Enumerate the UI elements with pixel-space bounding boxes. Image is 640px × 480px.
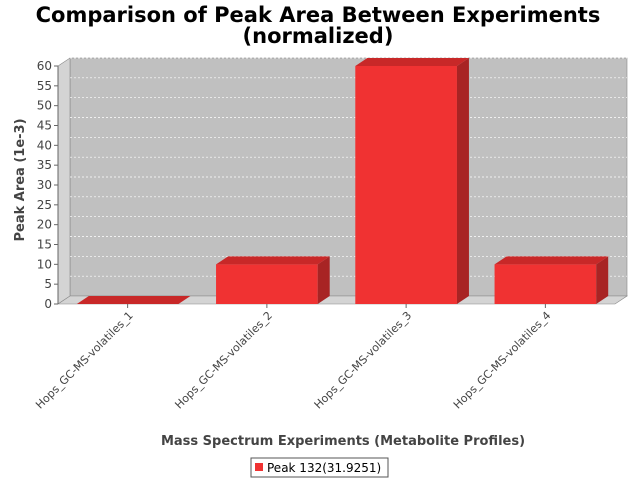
y-tick-label: 15: [37, 238, 52, 252]
x-axis-ticks: Hops_GC-MS-volatiles_1 Hops_GC-MS-volatil…: [33, 304, 553, 411]
y-axis-ticks: 0 5 10 15 20 25 30 35 40 45 50 55 60: [37, 59, 59, 311]
bar-front: [494, 264, 597, 304]
bar-side: [317, 256, 330, 304]
y-tick-label: 55: [37, 79, 52, 93]
x-axis-label: Mass Spectrum Experiments (Metabolite Pr…: [161, 434, 525, 449]
plot-left-wall: [57, 57, 71, 305]
legend-entry: Peak 132(31.9251): [267, 461, 381, 475]
y-tick-label: 40: [37, 138, 52, 152]
y-tick-label: 0: [44, 297, 52, 311]
x-tick-label: Hops_GC-MS-volatiles_1: [33, 309, 136, 412]
y-tick-label: 10: [37, 257, 52, 271]
bar-4: [494, 256, 609, 304]
bar-2: [216, 256, 330, 304]
bar-top: [76, 296, 191, 304]
y-tick-label: 20: [37, 218, 52, 232]
y-tick-label: 25: [37, 198, 52, 212]
y-tick-label: 5: [44, 277, 52, 291]
chart-title-line2: (normalized): [243, 24, 394, 48]
chart-title-line1: Comparison of Peak Area Between Experime…: [36, 3, 601, 27]
bar-top: [216, 256, 330, 265]
bar-front: [355, 66, 457, 304]
bars: [76, 58, 609, 304]
legend-swatch: [255, 463, 263, 471]
bar-front: [216, 264, 318, 304]
y-axis-label: Peak Area (1e-3): [13, 118, 28, 241]
legend: Peak 132(31.9251): [250, 457, 389, 478]
bar-side: [456, 58, 469, 304]
y-tick-label: 60: [37, 59, 52, 73]
y-tick-label: 50: [37, 99, 52, 113]
x-tick-label: Hops_GC-MS-volatiles_4: [451, 309, 554, 412]
x-tick-label: Hops_GC-MS-volatiles_3: [312, 309, 415, 412]
bar-side: [596, 256, 609, 304]
bar-3: [355, 58, 469, 304]
legend-box: [250, 457, 389, 478]
y-tick-label: 35: [37, 158, 52, 172]
bar-top: [355, 58, 469, 66]
y-tick-label: 45: [37, 119, 52, 133]
bar-1: [76, 296, 191, 304]
bar-top: [494, 256, 609, 265]
x-tick-label: Hops_GC-MS-volatiles_2: [172, 309, 275, 412]
y-tick-label: 30: [37, 178, 52, 192]
